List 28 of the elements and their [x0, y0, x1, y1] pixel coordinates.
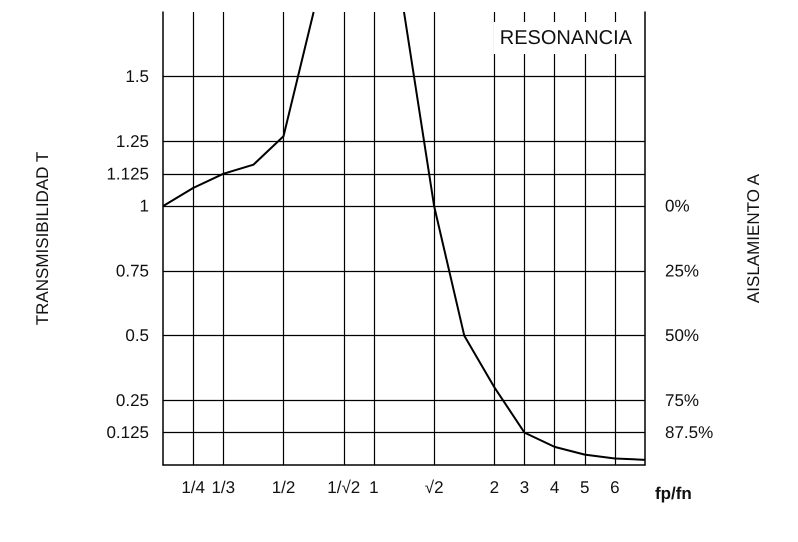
x-axis-title: fp/fn: [655, 484, 692, 503]
x-tick-label: 1/√2: [327, 478, 360, 497]
x-tick-label: 1/2: [272, 478, 296, 497]
annotation: RESONANCIA: [500, 27, 633, 49]
x-tick-label: 1/4: [181, 478, 205, 497]
y-tick-label: 1.5: [125, 67, 149, 86]
x-tick-label: 3: [520, 478, 530, 497]
y-tick-label: 1.25: [116, 132, 149, 151]
y2-tick-label: 87.5%: [665, 423, 714, 442]
x-tick-label: 1: [369, 478, 379, 497]
x-tick-label: 6: [610, 478, 620, 497]
y2-tick-label: 50%: [665, 326, 700, 346]
y2-tick-label: 25%: [665, 261, 700, 280]
y2-axis-title: AISLAMIENTO A: [744, 173, 763, 304]
x-tick-label: 2: [490, 478, 500, 497]
y-tick-label: 0.25: [116, 390, 149, 410]
x-tick-label: 1/3: [211, 478, 236, 497]
y2-tick-label: 75%: [665, 390, 700, 410]
y-axis-title: TRANSMISIBILIDAD T: [33, 152, 52, 326]
y-tick-label: 1: [140, 196, 149, 216]
y2-tick-label: 0%: [665, 196, 690, 216]
x-tick-label: 4: [550, 478, 560, 497]
x-tick-label: √2: [424, 478, 444, 497]
y-tick-label: 0.75: [116, 261, 149, 280]
y-tick-label: 0.5: [125, 326, 149, 346]
x-tick-label: 5: [580, 478, 590, 497]
y-tick-label: 0.125: [106, 423, 149, 442]
y-tick-label: 1.125: [106, 164, 149, 184]
